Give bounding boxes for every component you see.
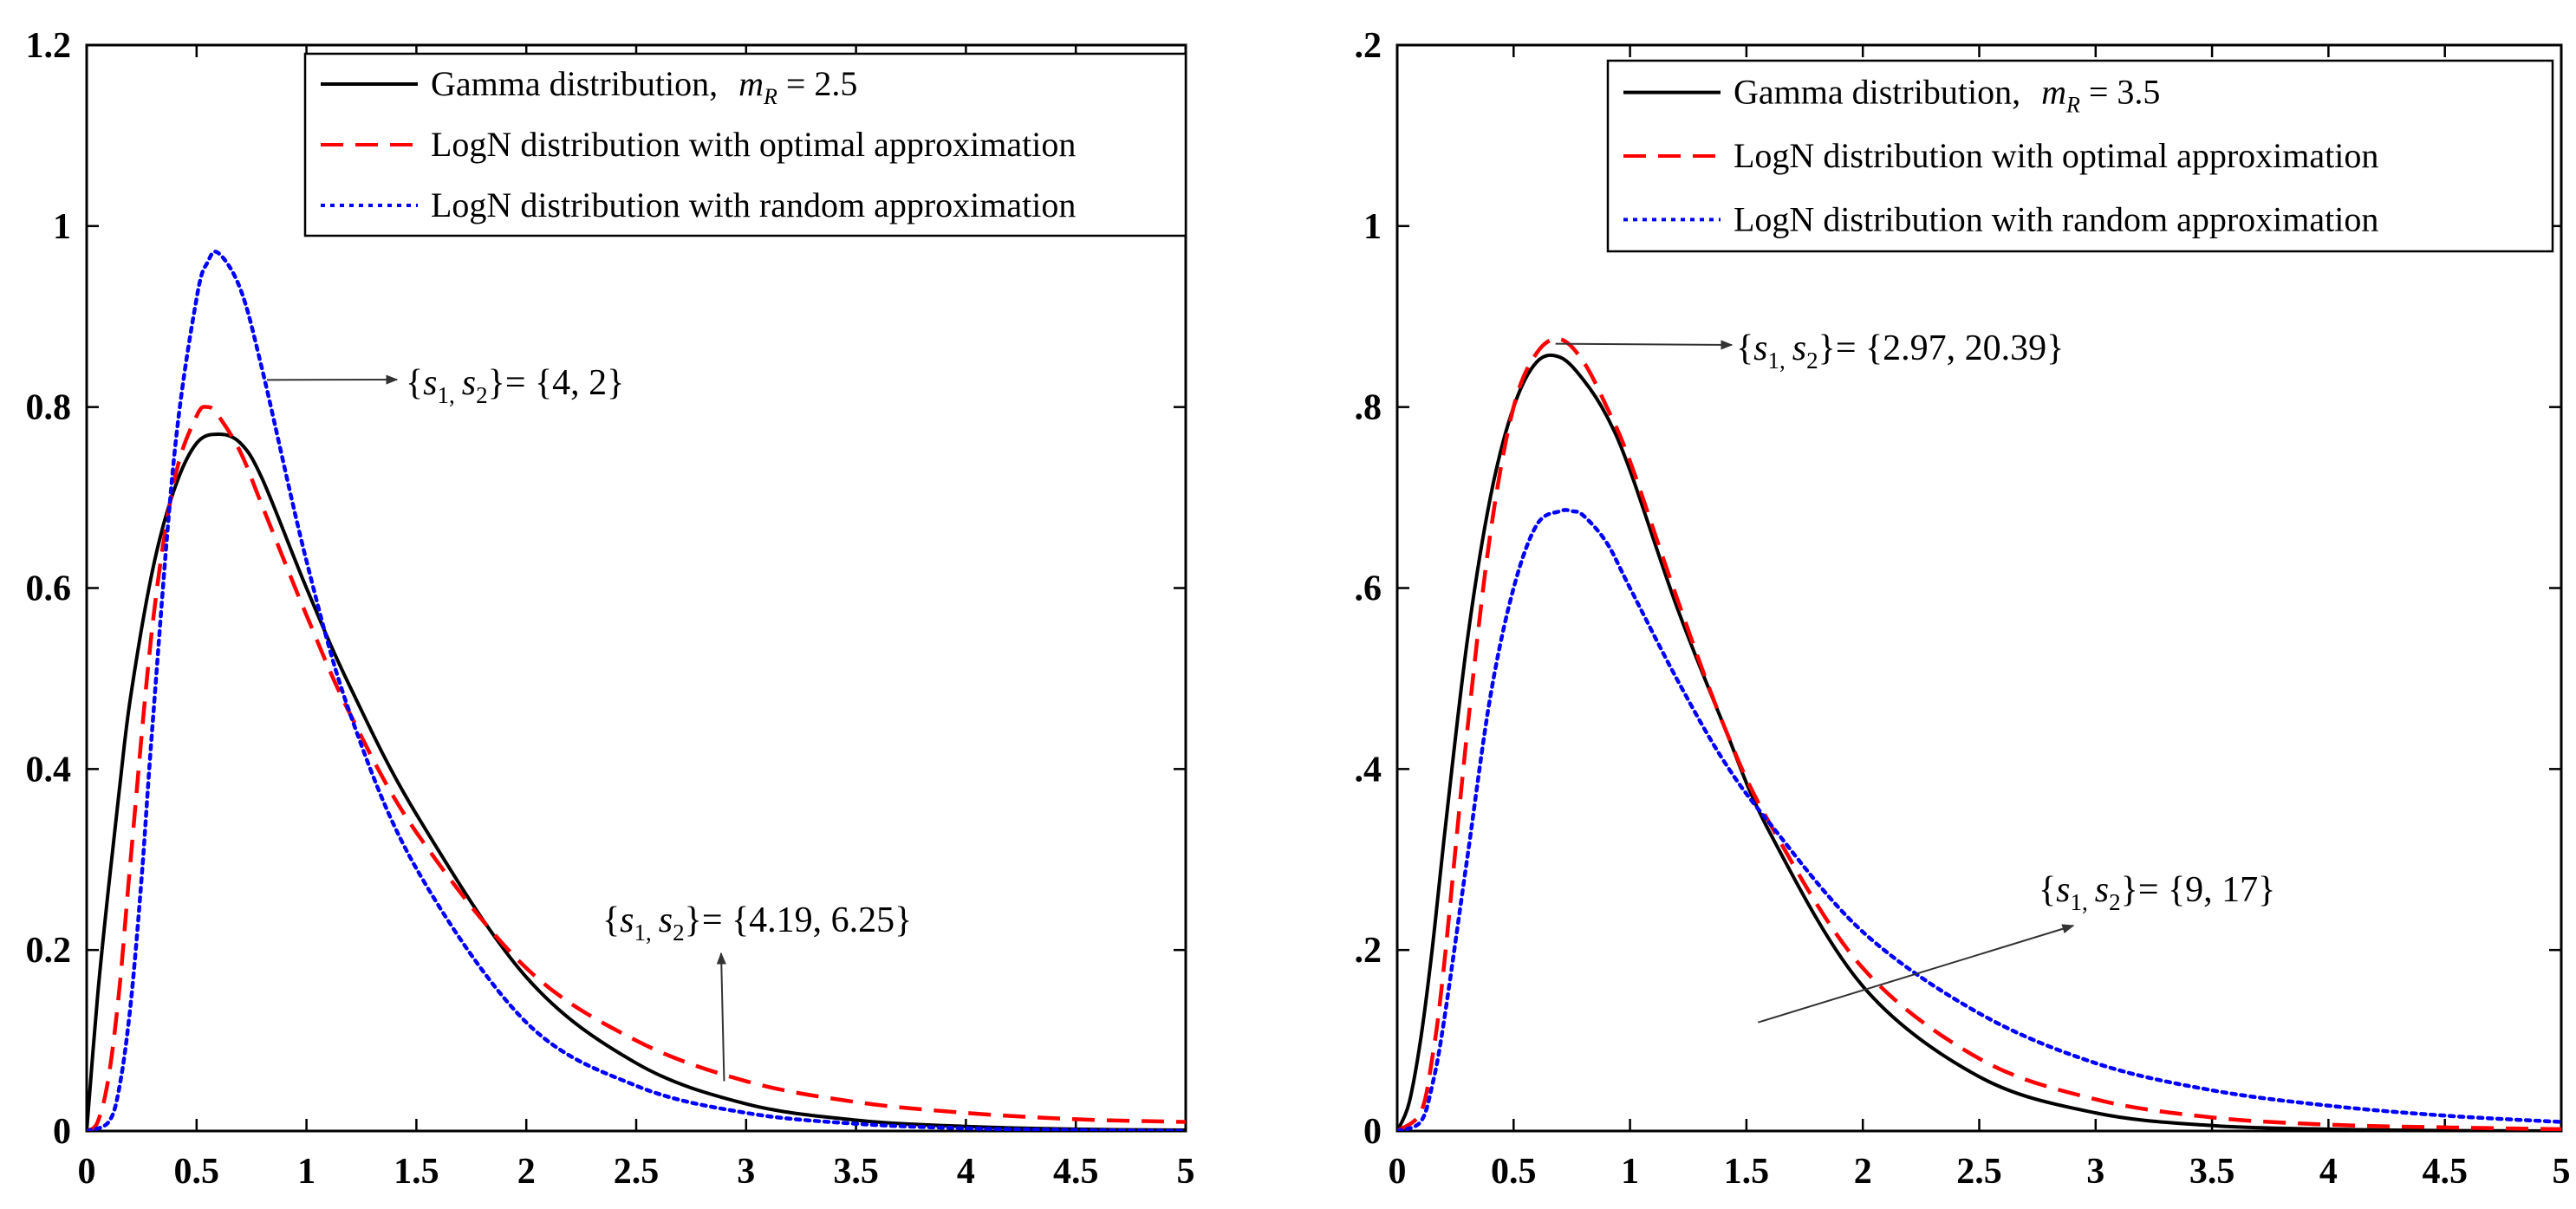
y-tick-label: .6 (1355, 569, 1382, 609)
annotation-sub1: 1, (438, 382, 455, 408)
y-tick-label: .2 (1355, 931, 1382, 971)
annotation-s2: s (462, 363, 476, 403)
annotation-label: {s1, s2}= {9, 17} (2039, 870, 2275, 915)
x-tick-label: 0.5 (174, 1152, 220, 1192)
legend-box (1606, 59, 2554, 253)
left-chart-panel: 0 0.5 1 1.5 2 2.5 3 3.5 4 4.5 5 0 0.2 0.4 0.6 0.8 1 1.2 Ga… (26, 26, 1195, 1192)
x-tick-label: 5 (1177, 1152, 1195, 1192)
legend-label: LogN distribution with random approximat… (431, 185, 1076, 224)
legend-m-value: = 3.5 (2089, 73, 2161, 112)
y-tick-label: 1 (53, 207, 71, 247)
x-tick-label: 1 (1621, 1152, 1639, 1192)
annotation-s2: s (2095, 870, 2109, 910)
x-tick-label: 3 (737, 1152, 755, 1192)
y-tick-label: .8 (1355, 388, 1382, 428)
series-line-solid (1397, 353, 2561, 1131)
x-tick-label: 2 (517, 1152, 536, 1192)
annotation-label: {s1, s2}= {4, 2} (406, 363, 624, 408)
annotation-sub1: 1, (634, 920, 652, 946)
x-tick-label: 1 (297, 1152, 315, 1192)
legend-box (303, 52, 1187, 237)
x-tick-label: 0 (78, 1152, 96, 1192)
annotation-s1: s (1753, 328, 1767, 368)
series-line-dashed (1397, 336, 2561, 1131)
y-tick-label: 0 (53, 1112, 71, 1152)
annotation-label: {s1, s2}= {2.97, 20.39} (1736, 328, 2064, 374)
y-tick-label: 0.8 (26, 388, 72, 428)
legend-m-subscript: R (763, 84, 777, 109)
x-tick-label: 1.5 (1724, 1152, 1770, 1192)
legend-optimal-label: LogN distribution with optimal approxima… (431, 125, 1076, 164)
x-tick-label: 4 (2319, 1152, 2338, 1192)
y-tick-label: 0.6 (26, 569, 72, 609)
annotation-sub2: 2 (2109, 889, 2121, 915)
x-tick-label: 2.5 (1956, 1152, 2002, 1192)
annotation-s2: s (659, 900, 673, 940)
legend-m-value: = 2.5 (786, 64, 858, 103)
x-tick-label: 0 (1389, 1152, 1407, 1192)
annotation-s1: s (620, 900, 634, 940)
y-tick-label: .4 (1355, 750, 1382, 790)
series-line-dashed (87, 405, 1186, 1131)
x-tick-label: 4.5 (2422, 1152, 2468, 1192)
y-tick-label: 0 (1363, 1112, 1382, 1152)
legend-random-label: LogN distribution with random approximat… (1734, 199, 2378, 238)
legend-optimal-label: LogN distribution with optimal approxima… (1734, 136, 2378, 175)
legend-label: LogN distribution with optimal approxima… (1734, 136, 2378, 175)
legend-random-label: LogN distribution with random approximat… (431, 185, 1076, 224)
annotation-value: = {9, 17} (2138, 870, 2276, 910)
x-tick-label: 1.5 (394, 1152, 439, 1192)
y-tick-label: 1.2 (26, 26, 72, 66)
y-tick-label: 0.4 (26, 750, 72, 790)
x-tick-label: 3 (2086, 1152, 2104, 1192)
x-tick-label: 0.5 (1491, 1152, 1537, 1192)
annotation-arrow (716, 952, 726, 1082)
annotation-value: = {2.97, 20.39} (1836, 328, 2065, 368)
legend-gamma-prefix: Gamma distribution, (1734, 73, 2029, 112)
annotation-arrow (1758, 924, 2075, 1024)
legend-label: LogN distribution with random approximat… (1734, 199, 2378, 238)
legend-m-symbol: m (2041, 73, 2066, 112)
x-tick-label: 4.5 (1053, 1152, 1099, 1192)
x-tick-label: 3.5 (2189, 1152, 2235, 1192)
legend-m-symbol: m (738, 64, 764, 103)
series-line-solid (87, 432, 1186, 1131)
legend-m-subscript: R (2065, 93, 2080, 118)
annotation-value: = {4, 2} (505, 363, 625, 403)
legend-gamma-prefix: Gamma distribution, (431, 64, 726, 103)
series-line-dotted (87, 250, 1186, 1131)
legend-label: Gamma distribution, mR = 3.5 (1734, 73, 2160, 118)
x-tick-label: 4 (957, 1152, 975, 1192)
annotation-value: = {4.19, 6.25} (702, 900, 913, 940)
annotation-sub2: 2 (476, 382, 488, 408)
annotation-label: {s1, s2}= {4.19, 6.25} (602, 900, 912, 946)
x-tick-label: 5 (2553, 1152, 2571, 1192)
y-tick-label: .2 (1355, 26, 1382, 66)
legend: Gamma distribution, mR = 3.5 LogN distribu… (1606, 59, 2554, 253)
legend-label: LogN distribution with optimal approxima… (431, 125, 1076, 164)
x-tick-label: 2 (1854, 1152, 1872, 1192)
x-tick-label: 2.5 (614, 1152, 660, 1192)
annotation-sub2: 2 (1806, 348, 1818, 374)
y-tick-label: 0.2 (26, 931, 72, 971)
annotation-s1: s (2056, 870, 2070, 910)
legend: Gamma distribution, mR = 2.5 LogN distribu… (303, 52, 1187, 237)
annotation-arrow (1555, 340, 1734, 350)
legend-label: Gamma distribution, mR = 2.5 (431, 64, 857, 109)
annotation-sub1: 1, (1768, 348, 1786, 374)
annotation-s1: s (423, 363, 437, 403)
annotation-s2: s (1792, 328, 1806, 368)
annotation-sub1: 1, (2071, 889, 2088, 915)
y-tick-label: 1 (1363, 207, 1382, 247)
x-tick-label: 3.5 (833, 1152, 879, 1192)
annotation-sub2: 2 (673, 920, 685, 946)
right-chart-panel: 0 0.5 1 1.5 2 2.5 3 3.5 4 4.5 5 0 .2 .4 .6 .8 1 .2 Gamma d… (1355, 26, 2571, 1192)
series-line-dotted (1397, 508, 2561, 1131)
